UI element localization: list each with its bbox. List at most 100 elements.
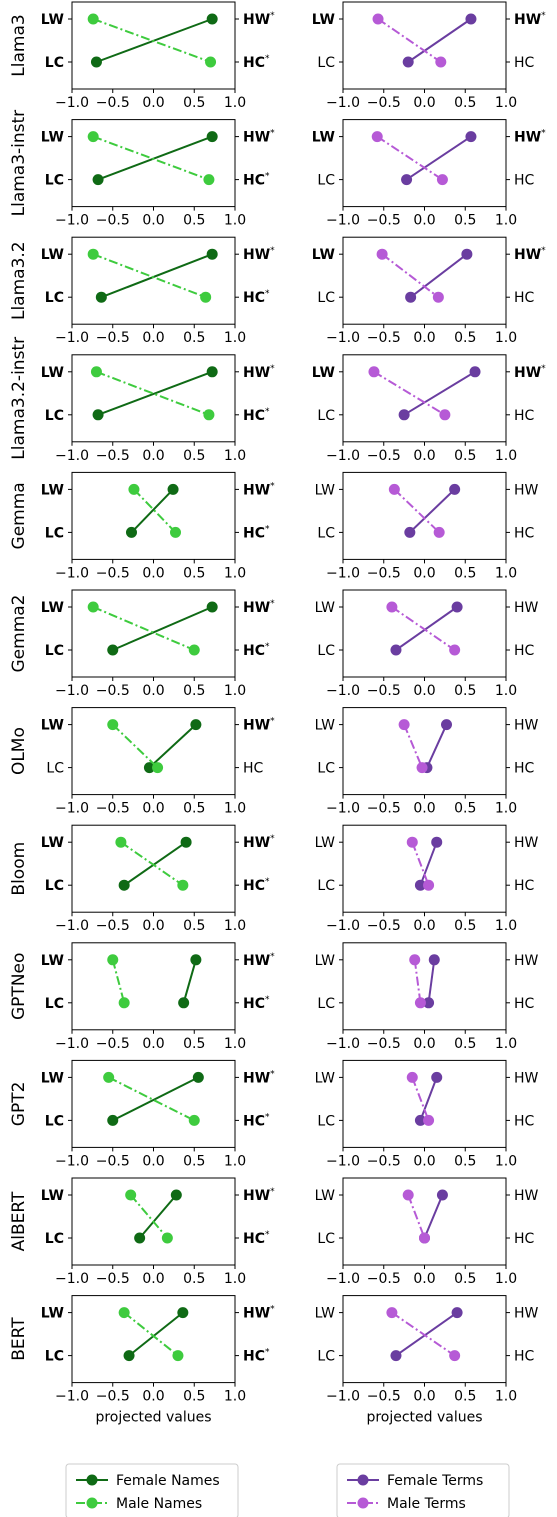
- gptneo-names-xtick-label: 1.0: [224, 1036, 246, 1052]
- llama3-2-names-xtick-label: −0.5: [96, 330, 130, 346]
- llama3-names-male-point-LW: [87, 13, 99, 25]
- llama3-instr-names-male-point-LC: [203, 174, 215, 186]
- llama3-2-instr-names-male-point-LC: [203, 409, 215, 421]
- gemma-names-xtick-label: −0.5: [96, 565, 130, 581]
- bloom-names-female-point-LC: [118, 879, 130, 891]
- model-label-llama3-instr: Llama3-instr: [9, 110, 29, 217]
- olmo-terms-axes-frame: [342, 707, 507, 796]
- llama3-2-instr-names-xtick-label: −0.5: [96, 448, 130, 464]
- llama3-2-names-sig-marker: *: [270, 246, 275, 256]
- llama3-terms-male-line: [377, 18, 442, 63]
- gpt2-names-ytick-left-label: LW: [41, 1070, 64, 1086]
- bloom-terms-female-point-LC: [414, 879, 426, 891]
- gptneo-names-ytick-left-label: LW: [41, 953, 64, 969]
- llama3-instr-names-xtick-label: 0.5: [183, 213, 205, 229]
- gemma2-names-male-line: [92, 606, 195, 651]
- model-label-llama3-2: Llama3.2: [9, 241, 29, 320]
- gemma-names-male-point-LC: [170, 526, 182, 538]
- llama3-instr-names-female-line: [97, 135, 213, 181]
- llama3-terms-female-point-LW: [465, 13, 477, 25]
- olmo-names-xtick-label: −1.0: [55, 801, 89, 817]
- llama3-names-xtick-label: 0.5: [183, 95, 205, 111]
- llama3-instr-terms-sig-marker: *: [541, 129, 546, 139]
- bert-names-ytick-left-label: LW: [41, 1306, 64, 1322]
- albert-names-male-point-LW: [125, 1189, 137, 1201]
- llama3-instr-terms-ytick-left-label: LC: [317, 173, 335, 189]
- llama3-2-instr-terms-xtick-label: 1.0: [495, 448, 517, 464]
- gemma2-names-ytick-right-label: HW*: [243, 599, 275, 616]
- llama3-2-instr-names-male-line: [96, 370, 210, 416]
- bloom-names-xtick-label: 1.0: [224, 918, 246, 934]
- gpt2-names-axes-frame: [71, 1059, 236, 1148]
- llama3-2-instr-names-female-point-LC: [92, 409, 104, 421]
- bert-terms-male-point-LW: [386, 1307, 398, 1319]
- llama3-instr-terms-xtick-label: 0.0: [413, 213, 435, 229]
- albert-names-female-point-LW: [170, 1189, 182, 1201]
- gpt2-terms-male-point-LC: [423, 1114, 435, 1126]
- llama3-2-names-female-point-LC: [95, 291, 107, 303]
- bloom-names-axes-frame: [71, 824, 236, 913]
- legend-names-female-swatch-marker: [86, 1474, 98, 1486]
- llama3-2-instr-terms-ytick-right-label: HC: [514, 408, 535, 424]
- gptneo-names-panel: −1.0 −0.5 0.0 0.5 1.0 LW LC HW* HC*: [41, 942, 275, 1052]
- gemma-names-xtick-label: 0.5: [183, 565, 205, 581]
- llama3-2-instr-terms-ytick-left-label: LC: [317, 408, 335, 424]
- bloom-terms-xtick-label: 1.0: [495, 918, 517, 934]
- bloom-terms-xtick-label: 0.5: [454, 918, 476, 934]
- bert-terms-ytick-left-label: LC: [317, 1349, 335, 1365]
- gemma2-names-sig-marker: *: [270, 599, 275, 609]
- gemma2-terms-ytick-right-label: HW: [514, 600, 539, 616]
- gemma2-terms-axes-frame: [342, 589, 507, 678]
- albert-names-sig-marker: *: [270, 1187, 275, 1197]
- llama3-instr-names-male-line: [92, 135, 210, 181]
- bert-terms-ytick-right-label: HC: [514, 1349, 535, 1365]
- llama3-names-xtick-label: −1.0: [55, 95, 89, 111]
- olmo-terms-ytick-left-label: LC: [317, 761, 335, 777]
- gemma-terms-xtick-label: −0.5: [367, 565, 401, 581]
- albert-terms-female-line: [423, 1194, 444, 1239]
- llama3-terms-male-point-LC: [435, 56, 447, 68]
- llama3-2-names-ytick-right-label: HW*: [243, 246, 275, 263]
- bloom-names-male-point-LW: [115, 836, 127, 848]
- llama3-2-terms-male-line: [381, 253, 439, 298]
- llama3-2-terms-xtick-label: 1.0: [495, 330, 517, 346]
- gptneo-names-ytick-left-label: LC: [45, 996, 64, 1012]
- llama3-terms-xtick-label: −1.0: [326, 95, 360, 111]
- llama3-2-instr-names-female-point-LW: [206, 366, 218, 378]
- legend-names-male-swatch-marker: [86, 1497, 98, 1509]
- model-label-gptneo: GPTNeo: [9, 953, 29, 1020]
- bloom-names-xtick-label: −0.5: [96, 918, 130, 934]
- albert-names-ytick-left-label: LC: [45, 1231, 64, 1247]
- bloom-names-female-line: [123, 841, 187, 887]
- llama3-2-instr-names-xtick-label: 0.0: [142, 448, 164, 464]
- olmo-terms-ytick-right-label: HW: [514, 718, 539, 734]
- llama3-2-instr-terms-xtick-label: −0.5: [367, 448, 401, 464]
- albert-terms-ytick-right-label: HW: [514, 1188, 539, 1204]
- llama3-instr-terms-female-point-LC: [401, 174, 413, 186]
- legend-names-female-label: Female Names: [116, 1473, 220, 1489]
- olmo-names-female-point-LC: [143, 762, 155, 774]
- gpt2-names-xtick-label: −0.5: [96, 1153, 130, 1169]
- albert-terms-xtick-label: −1.0: [326, 1271, 360, 1287]
- llama3-2-instr-terms-ytick-left-label: LW: [312, 365, 335, 381]
- llama3-instr-names-panel: −1.0 −0.5 0.0 0.5 1.0 LW LC HW* HC*: [41, 119, 275, 229]
- bloom-names-male-line: [120, 841, 184, 887]
- llama3-instr-names-ytick-right-label: HW*: [243, 129, 275, 146]
- llama3-2-instr-terms-xtick-label: 0.5: [454, 448, 476, 464]
- llama3-instr-terms-male-line: [376, 135, 443, 181]
- llama3-2-instr-terms-female-line: [403, 370, 476, 416]
- gemma-terms-male-line: [393, 488, 440, 534]
- llama3-names-ytick-right-label: HW*: [243, 11, 275, 28]
- llama3-terms-axes-frame: [342, 1, 507, 90]
- gptneo-terms-ytick-left-label: LW: [315, 953, 336, 969]
- bloom-names-sig-marker: *: [265, 877, 270, 887]
- bloom-terms-panel: −1.0 −0.5 0.0 0.5 1.0 LW LC HW HC: [315, 824, 539, 934]
- gemma-terms-female-point-LW: [449, 483, 461, 495]
- bert-terms-female-line: [395, 1311, 458, 1357]
- gptneo-names-xtick-label: 0.0: [142, 1036, 164, 1052]
- gemma-terms-axes-frame: [342, 471, 507, 560]
- albert-terms-male-line: [407, 1194, 426, 1239]
- llama3-2-instr-names-ytick-right-label: HW*: [243, 364, 275, 381]
- olmo-terms-xtick-label: −0.5: [367, 801, 401, 817]
